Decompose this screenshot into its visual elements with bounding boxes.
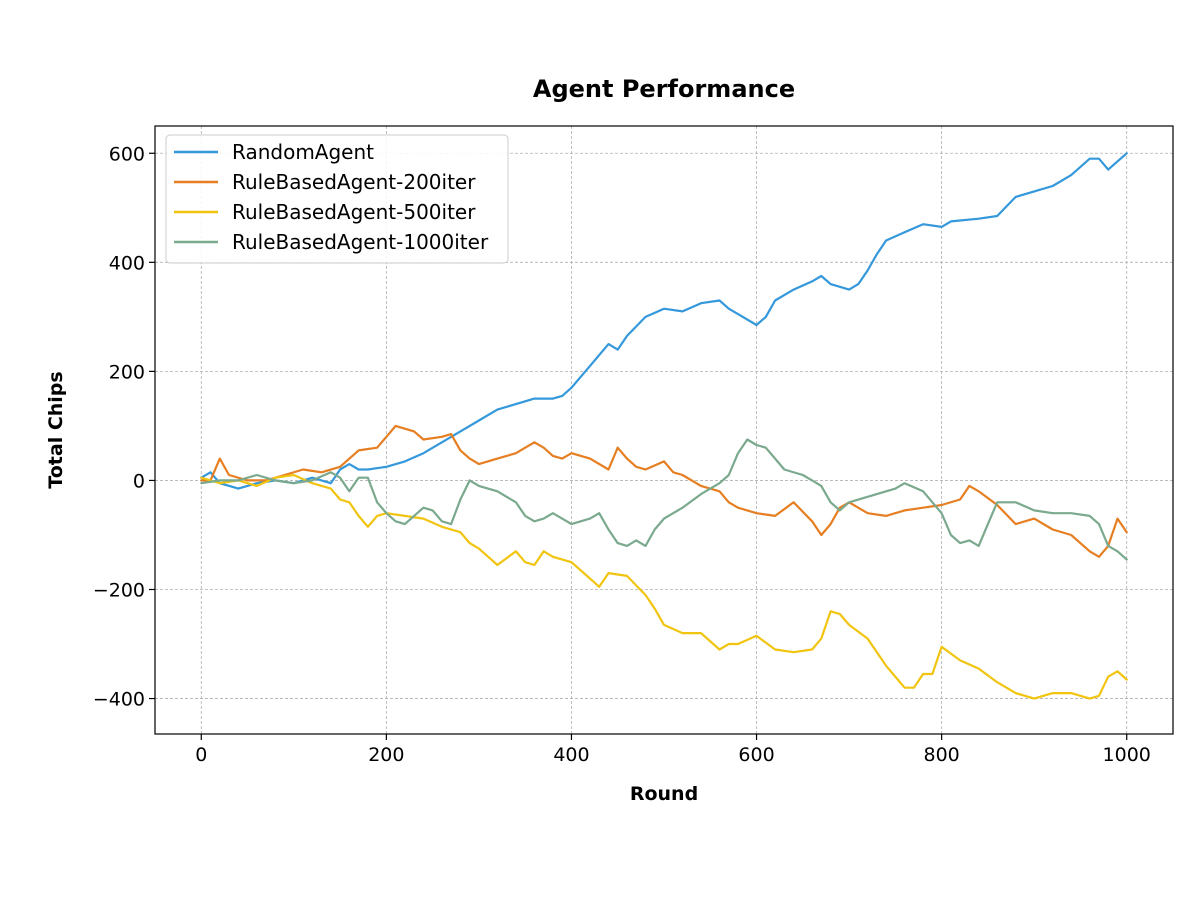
series-line-1 [200,424,1128,558]
y-tick-label: 400 [109,252,145,274]
legend-label: RuleBasedAgent-500iter [232,200,476,224]
legend-label: RuleBasedAgent-200iter [232,170,476,194]
y-tick-label: −200 [93,579,145,601]
axis-ticks: 0 200 400 600 800 1000 −400 −200 0 200 400 600 [93,143,1151,766]
y-tick-label: 0 [133,470,145,492]
legend-label: RuleBasedAgent-1000iter [232,230,489,254]
y-tick-label: 600 [109,143,145,165]
chart-title: Agent Performance [533,75,795,103]
x-tick-label: 1000 [1103,744,1151,766]
series-line-2 [200,473,1128,700]
plot-frame [154,125,1174,735]
series-line-3 [200,438,1128,561]
series-lines [200,152,1128,700]
y-tick-label: −400 [93,689,145,711]
legend-box [165,134,509,264]
x-axis-label: Round [630,783,698,805]
x-tick-label: 0 [195,744,207,766]
x-tick-label: 800 [924,744,960,766]
y-tick-label: 200 [109,361,145,383]
x-tick-label: 600 [738,744,774,766]
legend: RandomAgent RuleBasedAgent-200iter RuleBas… [165,134,509,264]
legend-label: RandomAgent [232,140,374,164]
x-tick-label: 400 [553,744,589,766]
x-tick-label: 200 [368,744,404,766]
series-line-0 [200,152,1128,490]
y-axis-label: Total Chips [45,371,67,488]
